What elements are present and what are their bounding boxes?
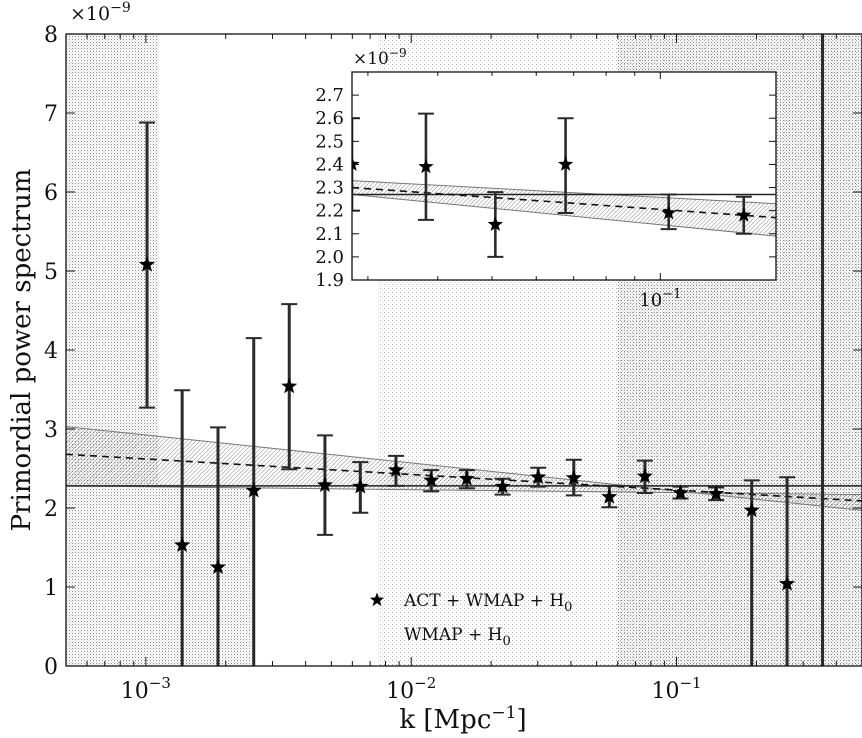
y-multiplier-base: ×10	[70, 3, 110, 25]
star-marker	[281, 377, 298, 394]
y-tick-label: 2.5	[315, 131, 344, 152]
shaded-region	[158, 484, 254, 666]
y-axis-title: Primordial power spectrum	[7, 169, 37, 532]
x-axis-title-main: k [Mpc	[399, 705, 491, 735]
data-markers	[138, 256, 796, 591]
y-tick-label: 4	[44, 339, 58, 364]
inset-y-multiplier: ×10−9	[353, 46, 407, 69]
y-multiplier-exp: −9	[110, 0, 131, 16]
star-marker	[601, 488, 618, 504]
star-marker	[138, 256, 156, 272]
axes-frame	[351, 71, 777, 281]
band-edge-upper	[352, 180, 776, 205]
shaded-region	[66, 34, 159, 666]
x-tick-label: 10−2	[386, 674, 436, 704]
star-marker	[530, 468, 547, 485]
inset-plot: 1.92.02.12.22.3 2.42.52.62.7 10−1 ×10−9	[315, 46, 777, 311]
y-tick-label: 3	[44, 418, 58, 443]
y-multiplier: ×10−9	[70, 0, 131, 25]
y-tick-label: 7	[44, 102, 58, 127]
star-marker	[636, 467, 653, 484]
inset-axes	[351, 71, 777, 281]
inset-background	[352, 72, 776, 280]
running-fit-line	[352, 186, 776, 219]
star-marker	[418, 158, 434, 174]
y-tick-label: 2.0	[315, 247, 344, 268]
star-marker	[743, 501, 760, 518]
y-tick-label: 2.3	[315, 178, 344, 199]
star-marker	[352, 156, 360, 171]
y-tick-label: 0	[44, 655, 58, 680]
star-marker	[423, 471, 440, 488]
star-marker	[708, 485, 725, 501]
y-tick-label: 2.4	[315, 154, 344, 175]
star-marker	[352, 478, 369, 494]
star-marker	[245, 482, 262, 498]
x-axis-title-exp: −1	[491, 703, 516, 723]
legend-star-marker	[369, 592, 385, 607]
star-marker	[174, 536, 191, 552]
star-marker	[209, 558, 227, 575]
y-tick-label: 2	[44, 497, 58, 522]
star-marker	[387, 461, 404, 477]
y-tick-label: 6	[44, 181, 58, 206]
legend-entry-act: ACT + WMAP + H0	[403, 591, 572, 615]
star-marker	[779, 575, 796, 591]
y-tick-label: 2.6	[315, 108, 344, 129]
legend: ACT + WMAP + H0 WMAP + H0	[369, 591, 572, 649]
y-tick-label: 2.7	[315, 85, 344, 106]
y-tick-label: 1.9	[315, 270, 344, 291]
y-tick-label: 1	[44, 576, 58, 601]
inset-data-markers	[352, 156, 752, 231]
main-ticks: 0 1 2 3 4 5 6 7 8 10−3 10−2 10−1	[44, 23, 862, 704]
x-tick-label: 10−3	[121, 674, 171, 704]
star-marker	[672, 484, 689, 500]
y-tick-label: 5	[44, 260, 58, 285]
y-tick-label: 2.1	[315, 224, 344, 245]
star-marker	[316, 476, 333, 492]
star-marker	[661, 205, 677, 220]
star-marker	[736, 207, 752, 222]
star-marker	[494, 478, 511, 494]
inset-fit-lines	[352, 186, 776, 219]
x-tick-label: 10−1	[651, 674, 701, 704]
star-marker	[458, 470, 475, 486]
y-tick-label: 8	[44, 23, 58, 48]
star-marker	[558, 156, 574, 171]
x-tick-label: 10−1	[639, 287, 681, 311]
star-marker	[565, 469, 582, 485]
x-axis-title-close: ]	[516, 705, 526, 735]
inset-ticks: 1.92.02.12.22.3 2.42.52.62.7 10−1	[315, 72, 776, 311]
band-edge-upper	[66, 426, 862, 511]
y-tick-label: 2.2	[315, 201, 344, 222]
x-axis-title: k [Mpc−1]	[399, 703, 526, 735]
star-marker	[487, 216, 503, 231]
band-edge-lower	[352, 193, 776, 237]
legend-entry-wmap: WMAP + H0	[404, 625, 511, 649]
